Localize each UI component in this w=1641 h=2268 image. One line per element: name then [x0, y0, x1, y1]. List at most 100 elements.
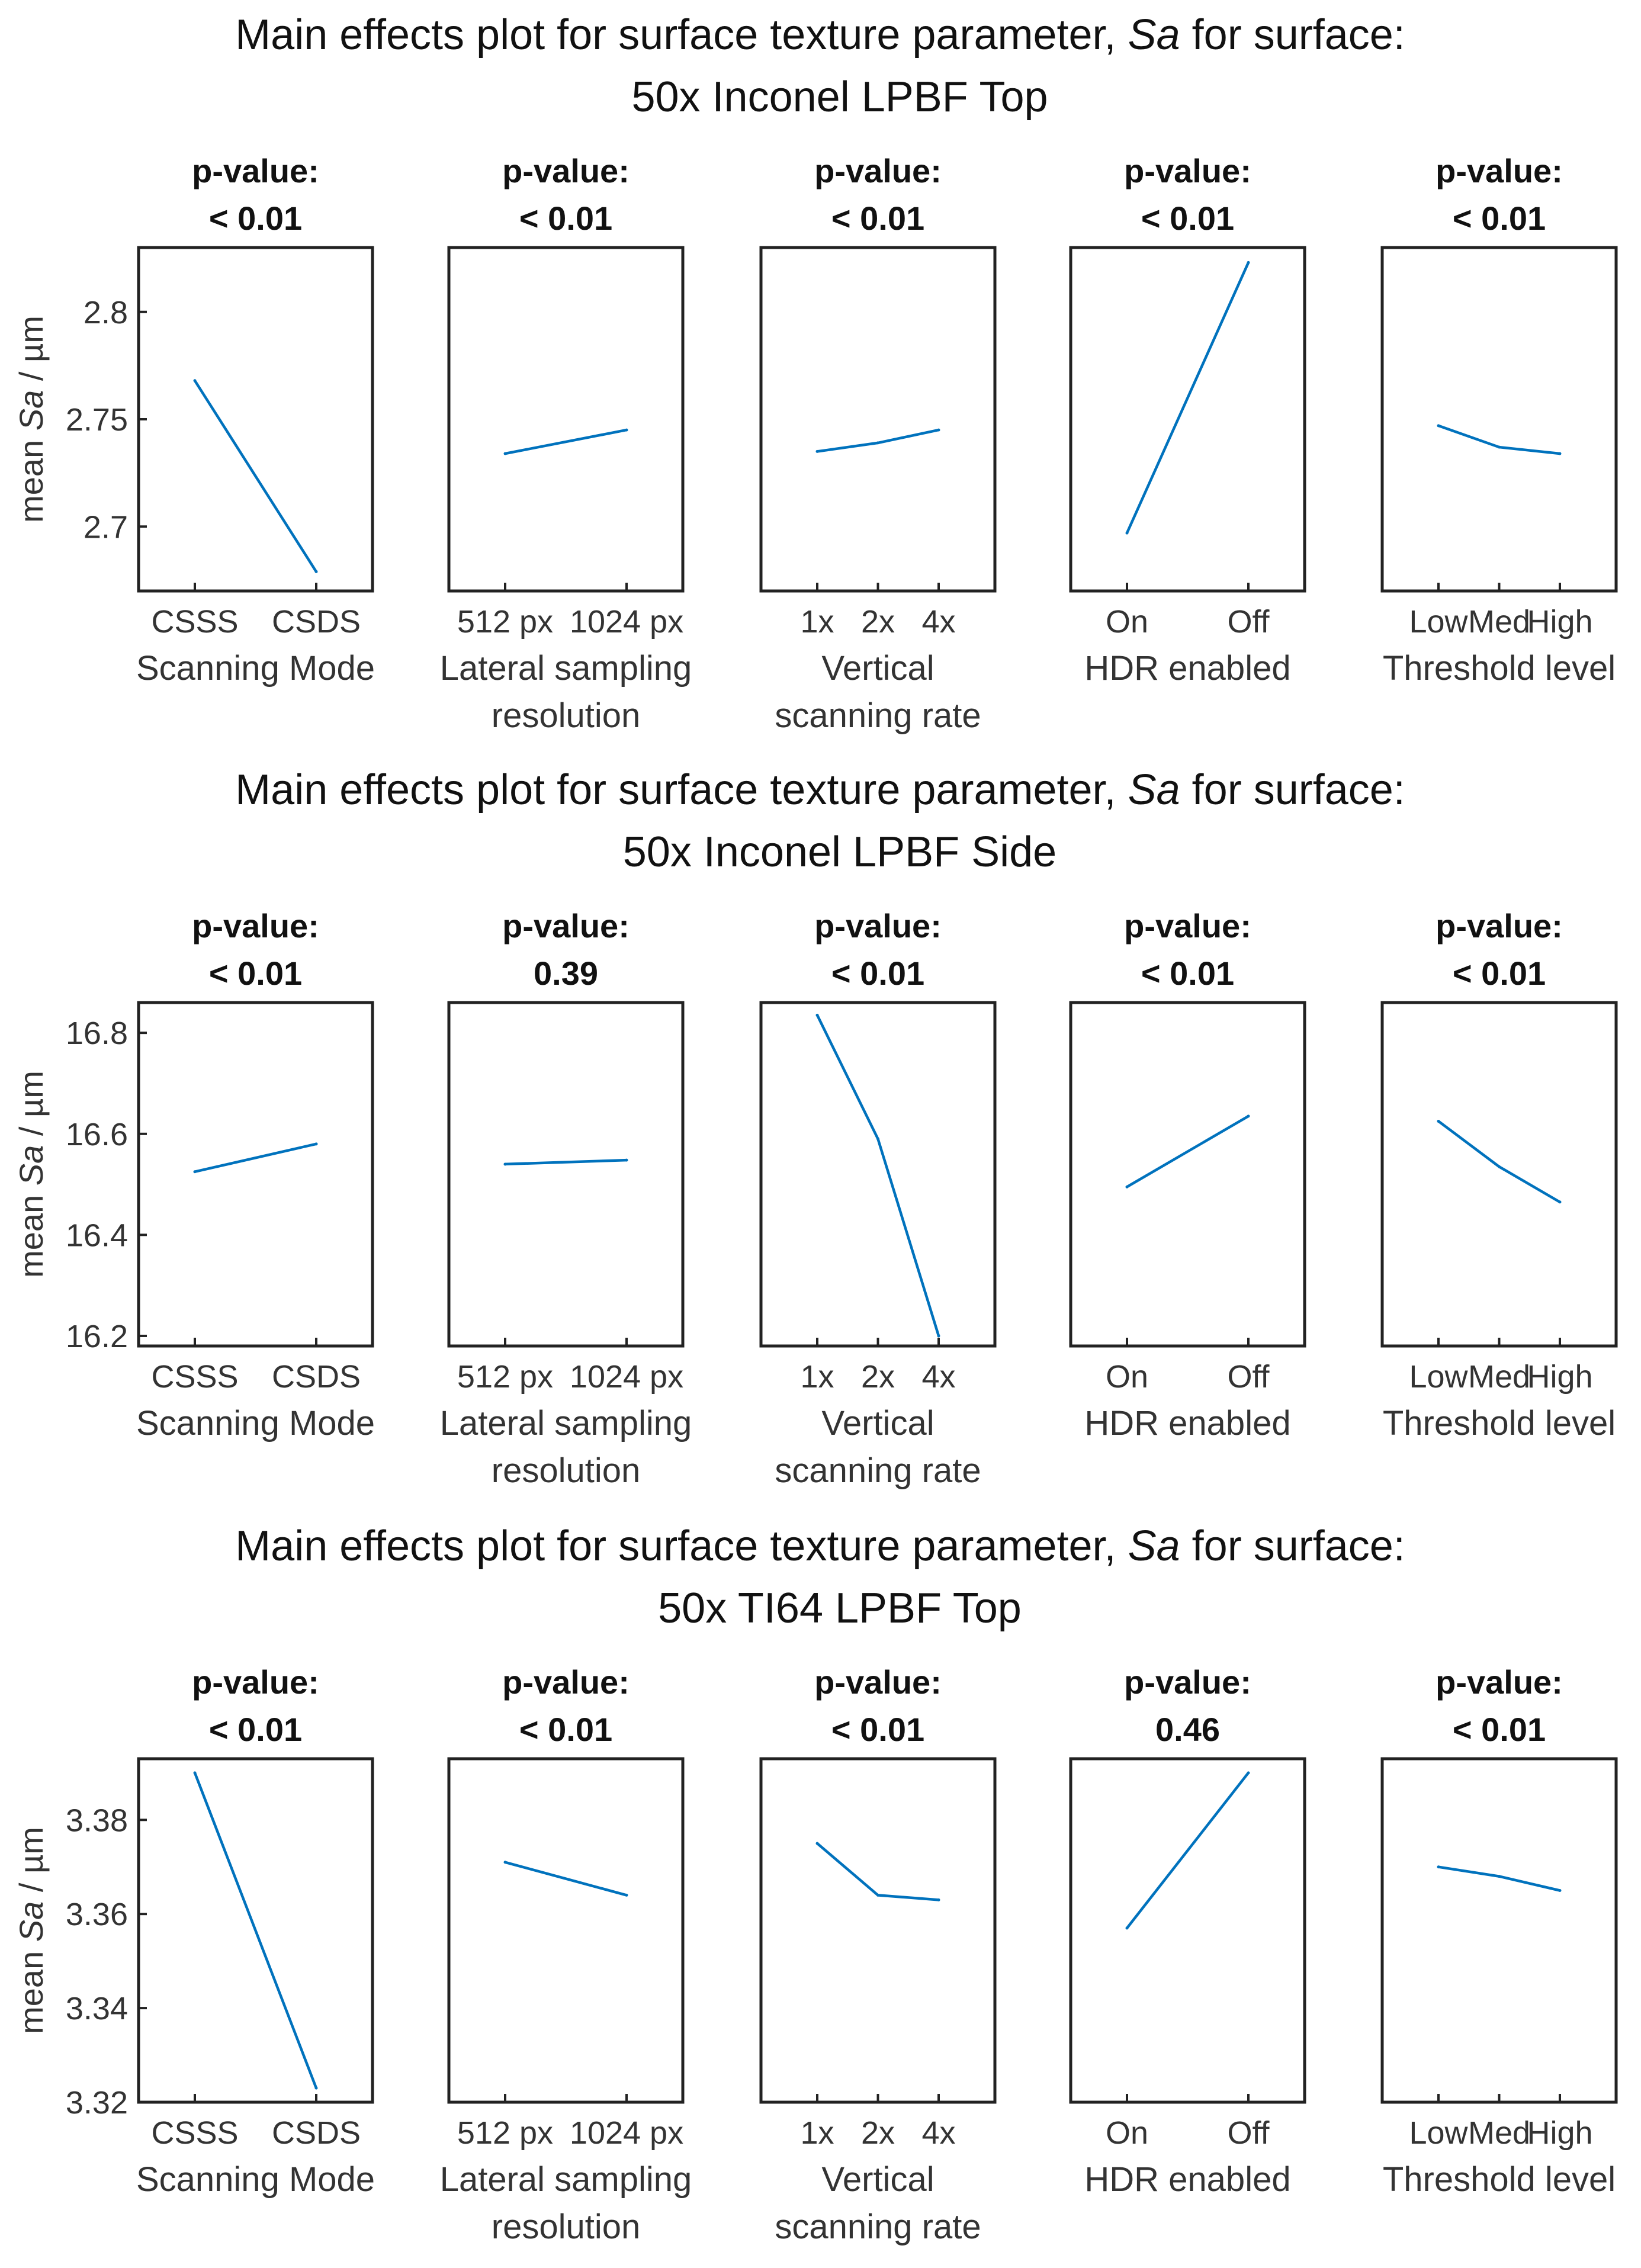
- pvalue: < 0.01: [831, 200, 924, 237]
- title-param: Sa: [1128, 1522, 1180, 1570]
- ylabel-prefix: mean: [12, 1942, 50, 2034]
- x-axis-label: HDR enabled: [1084, 649, 1290, 688]
- data-point: [1125, 531, 1129, 535]
- factor-panel: p-value: 0.46 On Off HDR enabled: [1069, 1663, 1306, 2199]
- x-axis-label: HDR enabled: [1084, 1404, 1290, 1443]
- pvalue-label: p-value:: [1124, 1663, 1251, 1701]
- pvalue: < 0.01: [831, 955, 924, 992]
- main-effect-line: [1125, 262, 1250, 534]
- axes-box: [1380, 246, 1618, 593]
- x-axis-label: Vertical: [821, 1404, 934, 1443]
- factor-panel: p-value: < 0.01 On Off HDR enabled: [1069, 907, 1306, 1443]
- chart-subtitle: 50x Inconel LPBF Side: [623, 828, 1056, 876]
- x-tick-label: 4x: [921, 2115, 955, 2151]
- title-prefix: Main effects plot for surface texture pa…: [235, 766, 1128, 814]
- pvalue-label: p-value:: [502, 907, 630, 945]
- pvalue-label: p-value:: [814, 907, 942, 945]
- axes-box: [1380, 1001, 1618, 1348]
- ylabel-unit: / µm: [12, 1071, 50, 1145]
- pvalue: < 0.01: [831, 1711, 924, 1748]
- x-axis-label: resolution: [492, 1451, 640, 1490]
- data-point: [876, 1137, 879, 1141]
- y-tick-label: 16.4: [66, 1217, 128, 1253]
- title-param: Sa: [1128, 766, 1180, 814]
- x-tick-label: On: [1106, 2115, 1148, 2151]
- data-point: [1437, 1865, 1440, 1869]
- data-point: [625, 1158, 628, 1162]
- x-tick-label: Low: [1409, 604, 1468, 640]
- data-point: [503, 452, 507, 455]
- y-tick-label: 2.7: [84, 509, 128, 545]
- pvalue-label: p-value:: [192, 152, 319, 189]
- y-tick-label: 16.8: [66, 1016, 128, 1051]
- title-param: Sa: [1128, 11, 1180, 59]
- x-axis-label: Vertical: [821, 2160, 934, 2199]
- main-effect-line: [505, 1861, 627, 1897]
- y-tick-label: 3.32: [66, 2085, 128, 2121]
- x-tick-label: Off: [1227, 1359, 1270, 1395]
- pvalue: < 0.01: [209, 200, 302, 237]
- data-point: [1498, 445, 1501, 449]
- pvalue: < 0.01: [519, 1711, 612, 1748]
- data-point: [193, 1771, 197, 1775]
- factor-panel: p-value: < 0.01 1x 2x 4x Vertical scanning rat…: [759, 152, 997, 735]
- x-tick-label: On: [1106, 1359, 1148, 1395]
- title-prefix: Main effects plot for surface texture pa…: [235, 11, 1128, 59]
- pvalue: < 0.01: [209, 955, 302, 992]
- data-point: [625, 428, 628, 432]
- pvalue: < 0.01: [1453, 955, 1546, 992]
- y-tick-label: 16.2: [66, 1319, 128, 1354]
- pvalue: < 0.01: [1453, 200, 1546, 237]
- x-tick-label: 512 px: [457, 604, 553, 640]
- x-tick-label: Off: [1227, 2115, 1270, 2151]
- data-point: [1437, 1119, 1440, 1123]
- x-tick-label: 2x: [861, 2115, 895, 2151]
- x-tick-label: 512 px: [457, 1359, 553, 1395]
- main-effect-line: [194, 380, 317, 573]
- data-point: [503, 1861, 507, 1864]
- pvalue-label: p-value:: [1124, 152, 1251, 189]
- chart-title: Main effects plot for surface texture pa…: [235, 1522, 1405, 1570]
- x-tick-label: Med: [1468, 1359, 1530, 1395]
- factor-panel: p-value: < 0.01 2.7 2.75 2.8 CSSS CSDS Scanning…: [66, 152, 375, 688]
- y-tick-label: 16.6: [66, 1117, 128, 1152]
- data-point: [937, 1334, 940, 1338]
- ylabel-unit: / µm: [12, 316, 50, 390]
- pvalue-label: p-value:: [1436, 907, 1563, 945]
- data-point: [1498, 1875, 1501, 1878]
- pvalue-label: p-value:: [814, 1663, 942, 1701]
- x-axis-label: Threshold level: [1383, 2160, 1616, 2199]
- y-tick-label: 3.38: [66, 1803, 128, 1838]
- data-point: [1437, 424, 1440, 428]
- x-axis-label: resolution: [492, 696, 640, 735]
- factor-panel: p-value: < 0.01 1x 2x 4x Vertical scanning rat…: [759, 1663, 997, 2246]
- ylabel-prefix: mean: [12, 431, 50, 523]
- x-tick-label: 1x: [800, 1359, 834, 1395]
- data-point: [1558, 1888, 1562, 1892]
- x-axis-label: scanning rate: [775, 2208, 981, 2246]
- x-tick-label: CSSS: [151, 2115, 238, 2151]
- x-axis-label: resolution: [492, 2208, 640, 2246]
- x-tick-label: Med: [1468, 2115, 1530, 2151]
- ylabel-param: Sa: [12, 390, 50, 431]
- chart-subtitle: 50x Inconel LPBF Top: [631, 73, 1048, 121]
- ylabel-param: Sa: [12, 1145, 50, 1186]
- pvalue-label: p-value:: [814, 152, 942, 189]
- x-axis-label: Scanning Mode: [136, 649, 375, 688]
- factor-panel: p-value: < 0.01 3.32 3.34 3.36 3.38 CSSS CSDS Sc…: [66, 1663, 375, 2199]
- chart-block-2: Main effects plot for surface texture pa…: [12, 766, 1618, 1490]
- data-point: [1558, 1200, 1562, 1204]
- x-axis-label: Lateral sampling: [440, 649, 692, 688]
- y-tick-label: 2.8: [84, 295, 128, 330]
- x-axis-label: scanning rate: [775, 696, 981, 735]
- x-axis-label: scanning rate: [775, 1451, 981, 1490]
- main-effect-line: [1126, 1772, 1250, 1929]
- x-tick-label: CSSS: [151, 604, 238, 640]
- main-effect-line: [194, 1142, 317, 1173]
- title-prefix: Main effects plot for surface texture pa…: [235, 1522, 1128, 1570]
- data-point: [314, 570, 318, 573]
- x-tick-label: 4x: [921, 1359, 955, 1395]
- y-tick-label: 3.34: [66, 1991, 128, 2026]
